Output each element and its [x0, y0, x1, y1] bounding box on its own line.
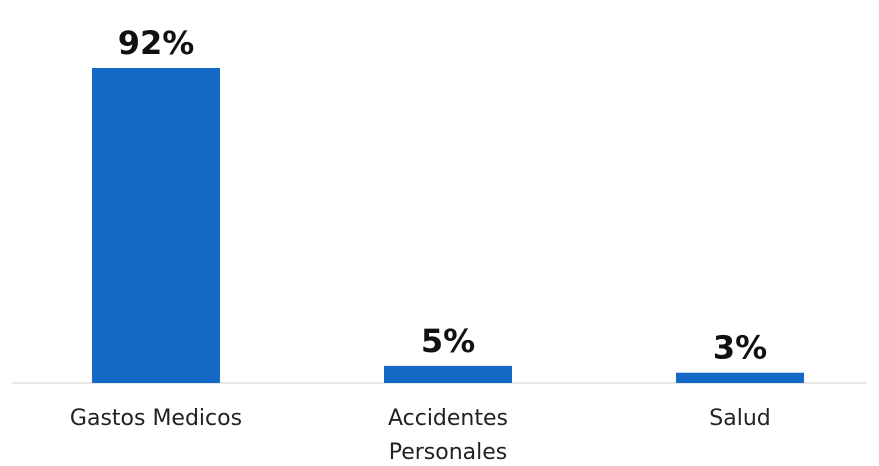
category-label-3: Salud — [709, 406, 770, 431]
value-label-3: 3% — [713, 329, 767, 367]
category-label-3-line-1: Salud — [709, 406, 770, 431]
category-label-1: Gastos Medicos — [70, 406, 242, 431]
category-label-2-line-1: Accidentes — [388, 406, 508, 431]
category-label-2-line-2: Personales — [389, 440, 508, 465]
category-label-2: Accidentes Personales — [388, 406, 508, 465]
bar-1 — [92, 68, 220, 383]
bar-3 — [676, 372, 804, 383]
category-label-1-line-1: Gastos Medicos — [70, 406, 242, 431]
value-label-2: 5% — [421, 322, 475, 360]
bar-2 — [384, 365, 512, 383]
value-label-1: 92% — [118, 24, 195, 62]
